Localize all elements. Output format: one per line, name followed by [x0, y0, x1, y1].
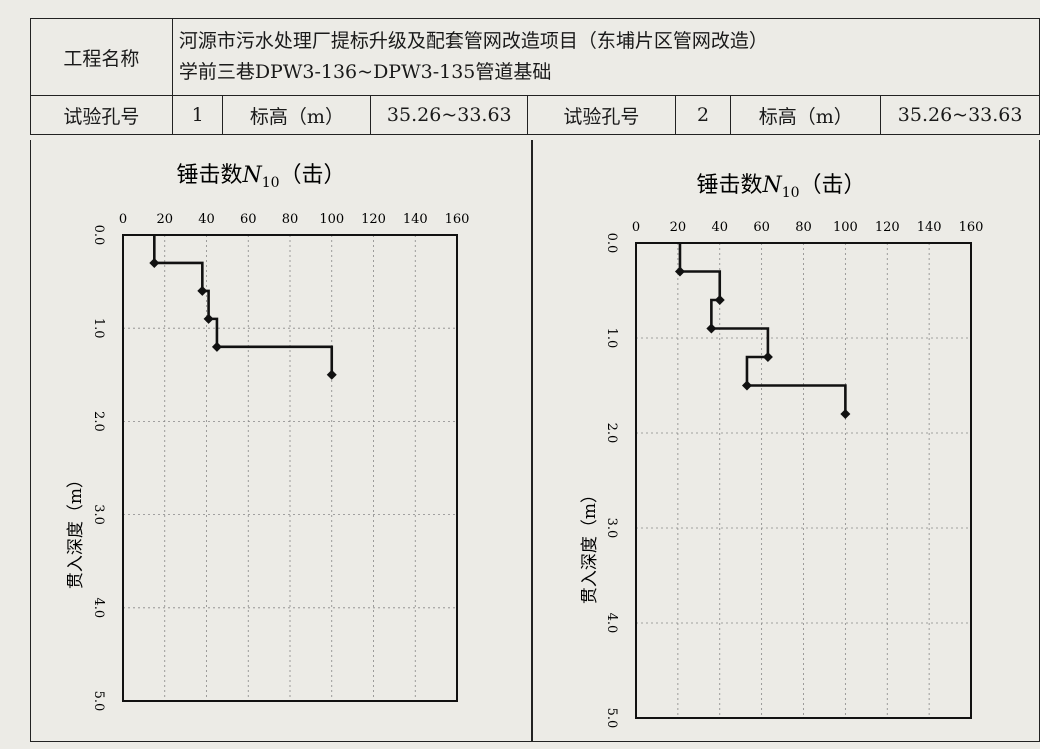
panel-divider	[531, 140, 533, 741]
x-tick-label: 80	[282, 212, 299, 227]
data-point-marker	[762, 352, 773, 362]
x-tick-label: 0	[632, 220, 640, 235]
data-point-marker	[714, 295, 725, 305]
header-table: 工程名称 河源市污水处理厂提标升级及配套管网改造项目（东埔片区管网改造） 学前三…	[30, 18, 1040, 135]
charts-panel: 锤击数N10（击） 0 20 40 60 80 100 120 140 160 0.0 1.0 2.0 3…	[30, 140, 1040, 742]
y-tick-label: 3.0	[91, 504, 106, 525]
y-axis-label: 贯入深度（m）	[580, 486, 600, 604]
x-tick-label: 140	[403, 212, 428, 227]
x-tick-label: 100	[833, 220, 858, 235]
x-tick-label: 0	[119, 212, 127, 227]
data-point-marker	[149, 257, 160, 268]
y-tick-label: 5.0	[604, 708, 619, 729]
chart-title-prefix: 锤击数	[176, 163, 242, 188]
elevation-value-2: 35.26~33.63	[880, 95, 1040, 135]
y-tick-label: 1.0	[604, 328, 619, 349]
project-name-label: 工程名称	[30, 18, 173, 96]
data-point-marker	[840, 409, 851, 419]
project-name-line-2: 学前三巷DPW3-136~DPW3-135管道基础	[178, 61, 552, 83]
y-tick-label: 4.0	[91, 597, 106, 618]
x-tick-label: 60	[240, 212, 257, 227]
elevation-value-1: 35.26~33.63	[370, 95, 529, 135]
y-tick-label: 0.0	[604, 233, 619, 254]
y-tick-label: 5.0	[91, 691, 106, 712]
x-tick-label: 20	[670, 220, 687, 235]
chart-title-var: N	[761, 173, 782, 198]
chart-title-suffix: （击）	[800, 173, 866, 198]
data-point-marker	[326, 369, 337, 380]
chart-title-suffix: （击）	[280, 163, 346, 188]
y-tick-label: 2.0	[91, 411, 106, 432]
y-tick-label: 4.0	[604, 613, 619, 634]
y-tick-label: 2.0	[604, 423, 619, 444]
chart-title-var: N	[241, 163, 262, 188]
data-point-marker	[741, 380, 752, 391]
elevation-label-2: 标高（m）	[730, 95, 882, 135]
x-tick-label: 40	[198, 212, 215, 227]
hole-number-1: 1	[171, 95, 224, 135]
y-tick-label: 0.0	[91, 225, 106, 246]
data-point-marker	[197, 285, 208, 296]
x-tick-label: 60	[753, 220, 770, 235]
series-line	[153, 235, 334, 375]
test-record-sheet: 工程名称 河源市污水处理厂提标升级及配套管网改造项目（东埔片区管网改造） 学前三…	[30, 8, 1040, 742]
x-tick-label: 40	[711, 220, 728, 235]
x-tick-label: 100	[319, 212, 344, 227]
y-tick-label: 1.0	[91, 318, 106, 339]
x-tick-label: 160	[959, 220, 984, 235]
elevation-label-1: 标高（m）	[222, 95, 372, 135]
x-tick-label: 80	[795, 220, 812, 235]
data-point-marker	[706, 323, 717, 334]
series-line	[678, 243, 847, 414]
data-point-marker	[203, 313, 214, 324]
project-name-value: 河源市污水处理厂提标升级及配套管网改造项目（东埔片区管网改造） 学前三巷DPW3…	[171, 18, 1040, 96]
y-axis-label: 贯入深度（m）	[66, 471, 86, 589]
x-tick-label: 140	[917, 220, 942, 235]
x-tick-label: 120	[875, 220, 900, 235]
data-point-marker	[211, 341, 222, 352]
chart-title-sub: 10	[262, 175, 280, 191]
hole-number-2: 2	[674, 95, 732, 135]
chart-title-sub: 10	[782, 185, 800, 201]
project-name-line-1: 河源市污水处理厂提标升级及配套管网改造项目（东埔片区管网改造）	[178, 30, 768, 52]
x-tick-label: 20	[156, 212, 173, 227]
chart-title: 锤击数N10（击）	[696, 173, 865, 201]
chart-title-prefix: 锤击数	[696, 173, 762, 198]
chart-hole-2: 锤击数N10（击） 0 20 40 60 80 100 120 140 160 0.0 1.0 2.0 3…	[580, 173, 984, 729]
chart-hole-1: 锤击数N10（击） 0 20 40 60 80 100 120 140 160 0.0 1.0 2.0 3…	[66, 163, 470, 712]
x-tick-label: 120	[361, 212, 386, 227]
plot-frame	[122, 234, 458, 702]
plot-frame	[635, 242, 972, 719]
chart-title: 锤击数N10（击）	[176, 163, 345, 191]
hole-label-2: 试验孔号	[527, 95, 676, 135]
y-tick-label: 3.0	[604, 518, 619, 539]
data-point-marker	[674, 266, 685, 277]
x-tick-label: 160	[445, 212, 470, 227]
hole-label-1: 试验孔号	[30, 95, 173, 135]
